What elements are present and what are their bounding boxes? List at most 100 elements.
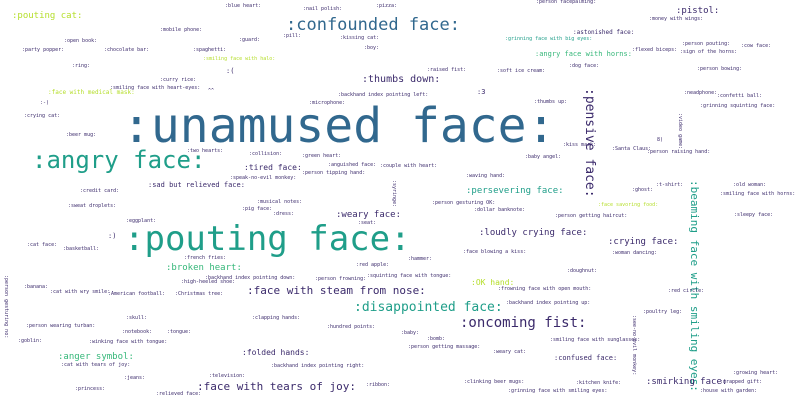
word-clinking: :clinking beer mugs:: [464, 379, 525, 385]
word-pill: :pill:: [283, 33, 302, 39]
word-basketball: :basketball:: [63, 246, 100, 252]
word-pouting-cat: :pouting cat:: [12, 11, 83, 21]
word-crying-cat: :crying cat:: [24, 113, 61, 119]
word-ring: :ring:: [72, 63, 91, 69]
word-turban: :person wearing turban:: [26, 323, 96, 329]
word-grin-big-eyes: :grinning face with big eyes:: [505, 36, 593, 42]
word-anger-symbol: :anger symbol:: [58, 352, 134, 362]
word-eggplant: :eggplant:: [126, 218, 157, 224]
word-angry-face: :angry face:: [32, 146, 206, 174]
word-emo-caret: ^^: [208, 88, 215, 94]
word-american-football: :American football:: [108, 291, 166, 297]
word-soft-ice: :soft ice cream:: [497, 68, 546, 74]
word-see-no-evil: :see-no-evil monkey:: [631, 315, 637, 376]
word-credit-card: :credit card:: [80, 188, 120, 194]
word-woman-dancing: :woman dancing:: [612, 250, 658, 256]
word-microphone: :microphone:: [309, 100, 346, 106]
word-can-face: :cat face:: [27, 242, 58, 248]
word-face-steam: :face with steam from nose:: [247, 284, 426, 297]
word-backhand-down: :backhand index pointing down:: [205, 275, 296, 281]
word-person-frowning: :person frowning:: [315, 276, 367, 282]
word-waving-hand: :waving hand:: [466, 173, 506, 179]
word-tired-face: :tired face:: [244, 163, 302, 172]
word-santa: :Santa Claus:: [612, 146, 652, 152]
word-princess: :princess:: [75, 386, 106, 392]
word-chocolate-bar: :chocolate bar:: [104, 47, 150, 53]
word-speak-no-evil: :speak-no-evil monkey:: [230, 175, 297, 181]
word-cow-face: :cow face:: [741, 43, 772, 49]
word-house-garden: :house with garden:: [700, 388, 758, 394]
word-tears-of-joy-cat: :cat with tears of joy:: [61, 362, 131, 368]
word-television: :television:: [209, 373, 246, 379]
word-haircut: :person getting haircut:: [555, 213, 628, 219]
word-red-apple: :red apple:: [356, 262, 390, 268]
word-emo-paren-2: :-): [40, 100, 50, 106]
word-kitchen-knife: :kitchen knife:: [576, 380, 622, 386]
word-video-game: :video game:: [677, 113, 683, 150]
word-beaming-face: :beaming face with smiling eyes:: [688, 180, 701, 392]
word-oncoming-fist: :oncoming fist:: [460, 315, 587, 331]
word-bomb: :bomb:: [427, 336, 446, 342]
word-face-savoring: :face savoring food:: [598, 202, 659, 208]
word-face-tears-joy: :face with tears of joy:: [197, 380, 356, 393]
word-crying-face: :crying face:: [608, 237, 679, 247]
word-thumbs-up: :thumbs up:: [534, 99, 568, 105]
word-beer-mug: :beer mug:: [66, 132, 97, 138]
word-backhand-left: :backhand index pointing left:: [338, 92, 429, 98]
word-hundred: :hundred points:: [327, 324, 376, 330]
word-disappointed-face: :disappointed face:: [354, 300, 503, 315]
word-french-fries: :french fries:: [184, 255, 227, 261]
word-poultry-leg: :poultry leg:: [643, 309, 683, 315]
word-pizza: :pizza:: [376, 3, 398, 9]
word-red-circle: :red circle:: [668, 288, 705, 294]
word-person-raising: :person raising hand:: [647, 149, 711, 155]
word-green-heart: :green heart:: [302, 153, 342, 159]
word-skull: :skull:: [126, 315, 148, 321]
word-ribbon: :ribbon:: [366, 382, 391, 388]
word-backhand-right: :backhand index pointing right:: [271, 363, 365, 369]
word-angry-horns: :angry face with horns:: [535, 50, 632, 58]
word-goblin: :goblin:: [18, 338, 43, 344]
word-thumbs-down: :thumbs down:: [362, 74, 441, 85]
word-boy: :boy:: [364, 45, 380, 51]
word-nail-polish: :nail polish:: [303, 6, 343, 12]
word-anguished: :anguished face:: [328, 162, 377, 168]
word-squinting-tongue: :squinting face with tongue:: [367, 273, 452, 279]
word-kissing-cat: :kissing cat:: [340, 35, 380, 41]
word-pouting-face: :pouting face:: [124, 219, 411, 259]
word-smirking-face: :smirking face:: [646, 377, 728, 387]
word-two-hearts: :two hearts:: [187, 148, 224, 154]
word-flexed-biceps: :flexed biceps:: [632, 47, 678, 53]
word-halo: :smiling face with halo:: [203, 56, 276, 62]
word-heart-eyes: :smiling face with heart-eyes:: [110, 85, 201, 91]
word-astonished: :astonished face:: [573, 29, 635, 36]
word-smiling-horns: :smiling face with horns:: [720, 191, 796, 197]
word-weary-cat: :weary cat:: [493, 349, 527, 355]
word-mobile-phone: :mobile phone:: [160, 27, 203, 33]
word-baby: :baby:: [401, 330, 420, 336]
word-kiss-mark: :kiss mark:: [563, 142, 597, 148]
word-emo-paren-open: :(: [226, 67, 235, 75]
word-notebook: :notebook:: [122, 329, 153, 335]
word-confounded-face: :confounded face:: [286, 15, 460, 35]
word-curry-rice: :curry rice:: [160, 77, 197, 83]
word-medical-mask: :face with medical mask:: [48, 89, 135, 96]
word-clapping: :clapping hands:: [252, 315, 301, 321]
word-unamused-face: :unamused face:: [122, 98, 556, 154]
word-ok-hand: :OK hand:: [471, 278, 515, 287]
word-grin-squint: :grinning squinting face:: [700, 103, 776, 109]
word-broken-heart: :broken heart:: [166, 263, 242, 273]
word-sad-relieved: :sad but relieved face:: [148, 181, 245, 189]
word-growing-heart: :growing heart:: [733, 370, 779, 376]
word-emo-paren: :): [108, 232, 117, 240]
word-dress: :dress:: [273, 211, 295, 217]
word-relieved: :relieved face:: [156, 391, 202, 397]
word-winking-tongue: :winking face with tongue:: [89, 339, 168, 345]
word-musical-notes: :musical notes:: [257, 199, 303, 205]
word-dog-face: :dog face:: [569, 63, 600, 69]
word-weary-face: :weary face:: [336, 210, 402, 220]
word-money-wings: :money with wings:: [649, 16, 704, 22]
word-banana: :banana:: [24, 284, 49, 290]
word-syringe: :syringe:: [391, 180, 397, 208]
